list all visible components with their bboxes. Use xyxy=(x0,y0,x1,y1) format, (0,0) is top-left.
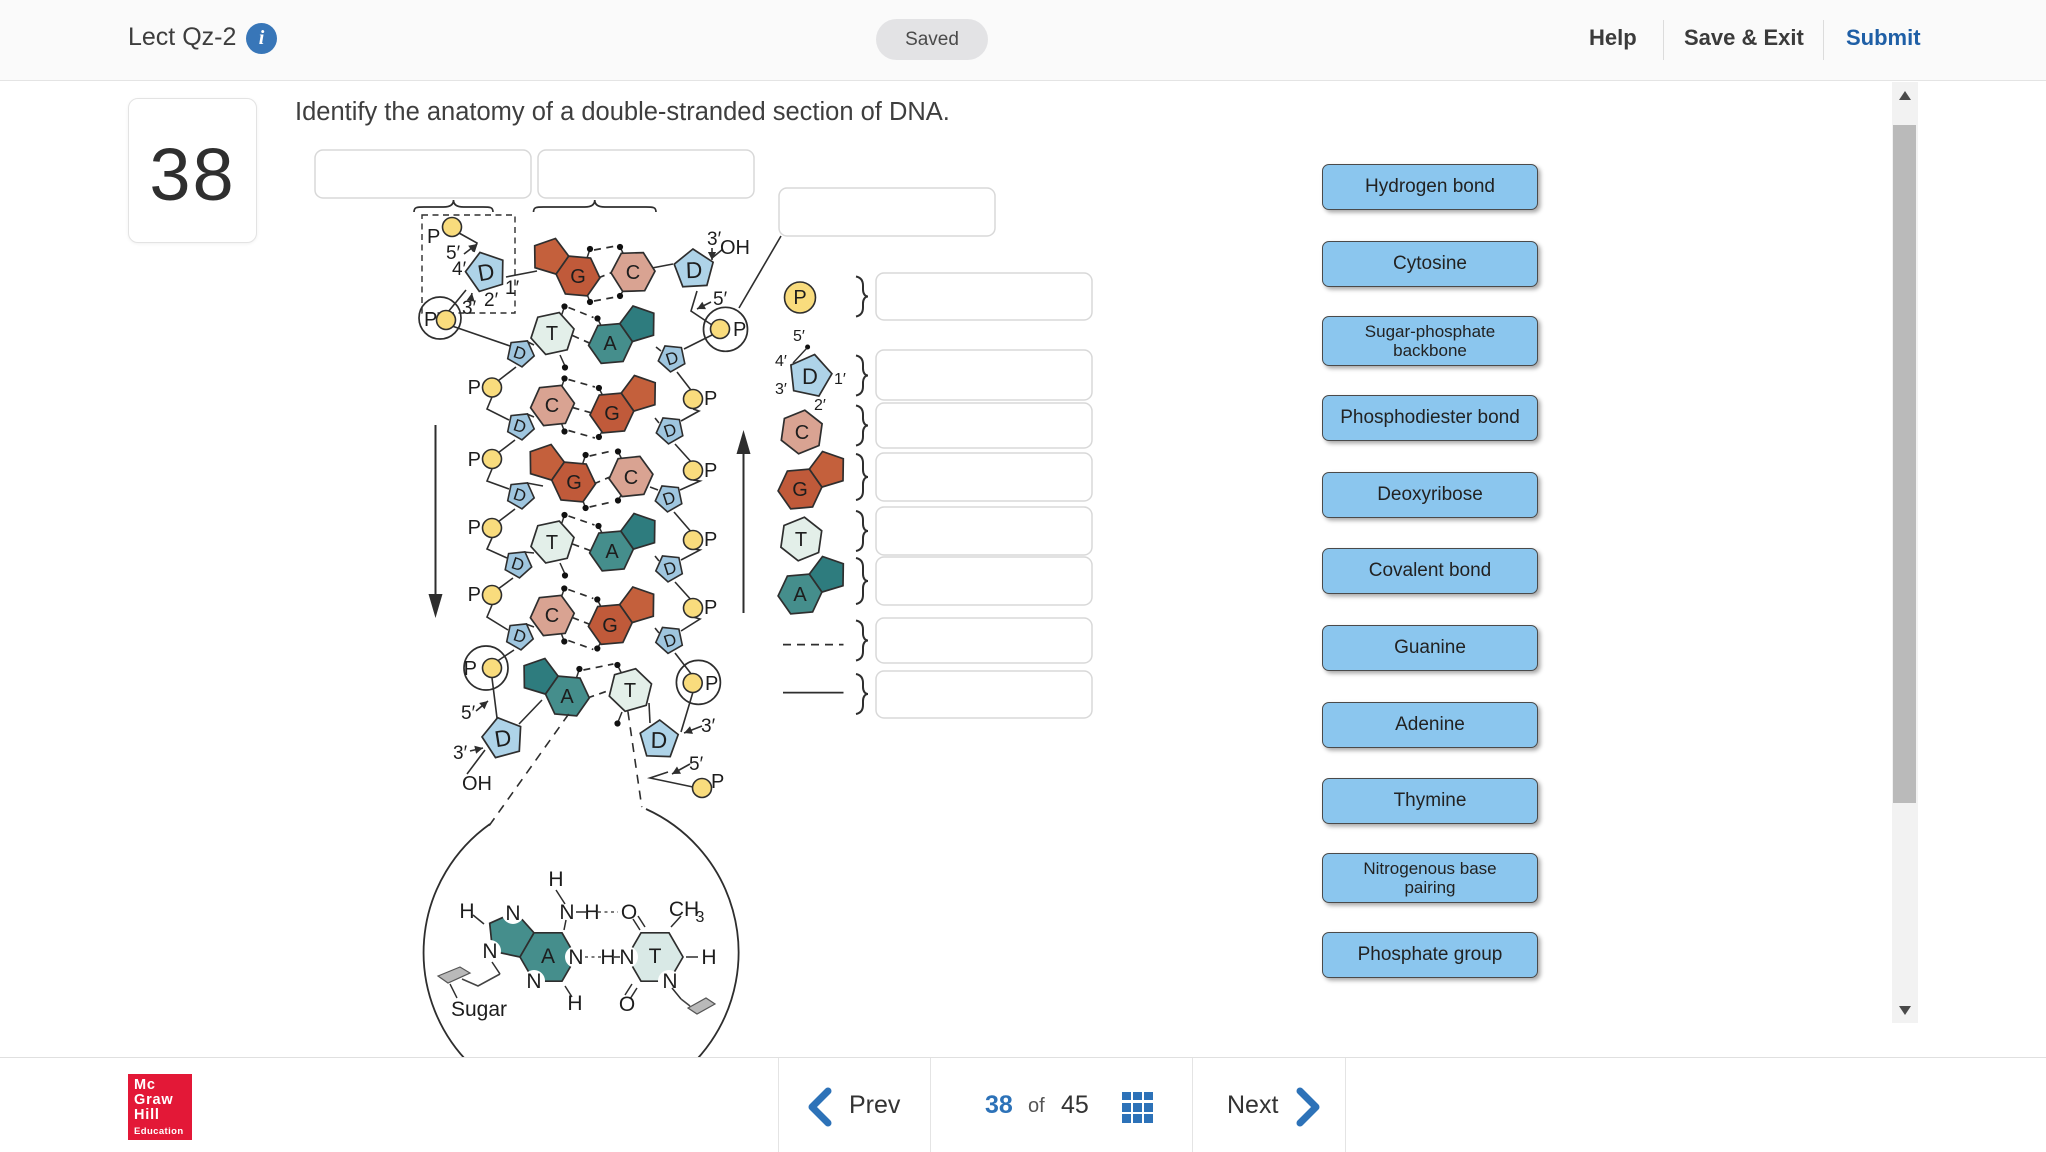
svg-text:C: C xyxy=(624,467,638,489)
svg-text:C: C xyxy=(626,262,640,284)
svg-text:O: O xyxy=(621,901,637,924)
svg-text:C: C xyxy=(795,422,809,444)
svg-text:A: A xyxy=(541,945,555,968)
svg-text:5′: 5′ xyxy=(689,754,704,775)
svg-text:P: P xyxy=(704,529,717,551)
svg-text:N: N xyxy=(526,970,541,993)
svg-text:N: N xyxy=(662,970,677,993)
svg-text:D: D xyxy=(509,554,527,576)
svg-text:CH: CH xyxy=(669,898,699,921)
svg-text:D: D xyxy=(661,558,679,580)
svg-text:T: T xyxy=(795,529,807,551)
svg-text:D: D xyxy=(511,343,529,365)
svg-text:3′: 3′ xyxy=(701,716,716,737)
svg-text:2′: 2′ xyxy=(484,290,499,311)
svg-text:5′: 5′ xyxy=(446,243,461,264)
svg-text:2′: 2′ xyxy=(814,397,826,414)
svg-text:G: G xyxy=(602,615,618,637)
svg-text:1′: 1′ xyxy=(834,371,846,388)
svg-text:3′: 3′ xyxy=(453,743,468,764)
svg-text:D: D xyxy=(661,630,679,652)
svg-text:A: A xyxy=(560,686,574,708)
svg-text:N: N xyxy=(559,901,574,924)
svg-text:3′: 3′ xyxy=(462,298,477,319)
svg-text:P: P xyxy=(468,377,481,399)
svg-text:3′: 3′ xyxy=(707,229,722,250)
svg-text:C: C xyxy=(545,395,559,417)
svg-text:3: 3 xyxy=(696,909,705,926)
svg-text:H: H xyxy=(600,946,615,969)
svg-text:OH: OH xyxy=(462,773,492,795)
svg-text:P: P xyxy=(468,449,481,471)
svg-text:5′: 5′ xyxy=(461,703,476,724)
svg-text:N: N xyxy=(619,946,634,969)
svg-text:P: P xyxy=(427,226,440,248)
svg-text:P: P xyxy=(464,658,477,680)
svg-text:T: T xyxy=(649,945,662,968)
svg-text:H: H xyxy=(459,900,474,923)
svg-text:C: C xyxy=(545,605,559,627)
svg-text:G: G xyxy=(570,266,586,288)
svg-text:G: G xyxy=(604,403,620,425)
svg-text:D: D xyxy=(511,416,529,438)
svg-text:P: P xyxy=(711,771,724,793)
svg-text:P: P xyxy=(793,287,806,309)
svg-text:O: O xyxy=(619,993,635,1016)
svg-text:A: A xyxy=(793,584,807,606)
svg-text:4′: 4′ xyxy=(775,353,787,370)
svg-text:D: D xyxy=(663,348,681,370)
svg-text:P: P xyxy=(704,597,717,619)
svg-text:D: D xyxy=(493,724,513,752)
svg-text:T: T xyxy=(546,532,558,554)
svg-text:D: D xyxy=(685,257,703,284)
svg-text:P: P xyxy=(468,584,481,606)
svg-text:G: G xyxy=(792,479,808,501)
svg-text:P: P xyxy=(468,517,481,539)
svg-text:D: D xyxy=(511,485,529,507)
svg-text:D: D xyxy=(661,420,679,442)
svg-text:D: D xyxy=(476,258,497,286)
svg-text:1′: 1′ xyxy=(505,278,520,299)
svg-text:D: D xyxy=(511,626,529,648)
svg-text:N: N xyxy=(505,902,520,925)
svg-text:H: H xyxy=(584,901,599,924)
svg-text:N: N xyxy=(568,946,583,969)
svg-text:A: A xyxy=(603,333,617,355)
svg-text:H: H xyxy=(567,992,582,1015)
svg-text:P: P xyxy=(705,673,718,695)
svg-text:Sugar: Sugar xyxy=(451,998,507,1021)
svg-text:H: H xyxy=(548,868,563,891)
svg-text:3′: 3′ xyxy=(775,381,787,398)
svg-text:5′: 5′ xyxy=(713,289,728,310)
svg-text:P: P xyxy=(733,319,746,341)
svg-text:D: D xyxy=(660,488,678,510)
svg-text:D: D xyxy=(650,727,667,753)
svg-text:P: P xyxy=(704,460,717,482)
svg-text:5′: 5′ xyxy=(793,328,805,345)
svg-text:4′: 4′ xyxy=(452,259,467,280)
svg-text:A: A xyxy=(605,541,619,563)
svg-text:H: H xyxy=(701,946,716,969)
svg-text:T: T xyxy=(624,680,636,702)
svg-text:P: P xyxy=(424,309,437,331)
svg-text:G: G xyxy=(566,472,582,494)
svg-text:T: T xyxy=(546,323,558,345)
svg-text:P: P xyxy=(704,388,717,410)
svg-text:D: D xyxy=(802,364,818,389)
svg-text:OH: OH xyxy=(720,237,750,259)
svg-text:N: N xyxy=(482,940,497,963)
